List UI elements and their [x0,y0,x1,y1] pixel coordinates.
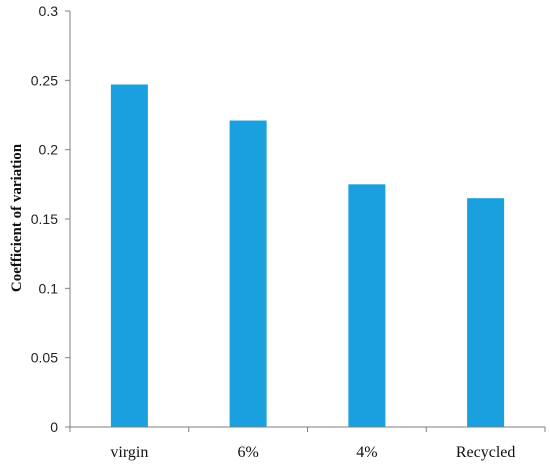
bar-1 [110,84,148,427]
y-tick-label: 0.05 [31,350,58,366]
x-axis-ticks [69,427,546,432]
y-tick-label: 0.15 [31,211,58,227]
bar-3 [348,184,386,427]
y-tick-label: 0 [50,419,58,435]
x-axis-tick-labels: virgin 6% 4% Recycled [110,444,515,461]
y-axis-tick-labels: 0 0.05 0.1 0.15 0.2 0.25 0.3 [31,3,58,435]
y-axis-ticks [65,10,70,428]
y-tick-label: 0.3 [39,3,59,19]
y-tick-label: 0.25 [31,72,58,88]
y-tick-label: 0.2 [39,142,59,158]
y-axis-title: Coefficient of variation [9,143,25,292]
y-tick-label: 0.1 [39,280,59,296]
x-tick-label: 4% [356,444,377,461]
x-tick-label: virgin [110,444,148,461]
x-tick-label: 6% [237,444,258,461]
bars [110,84,505,428]
bar-2 [229,120,267,428]
x-tick-label: Recycled [456,444,516,461]
bar-4 [467,198,505,427]
